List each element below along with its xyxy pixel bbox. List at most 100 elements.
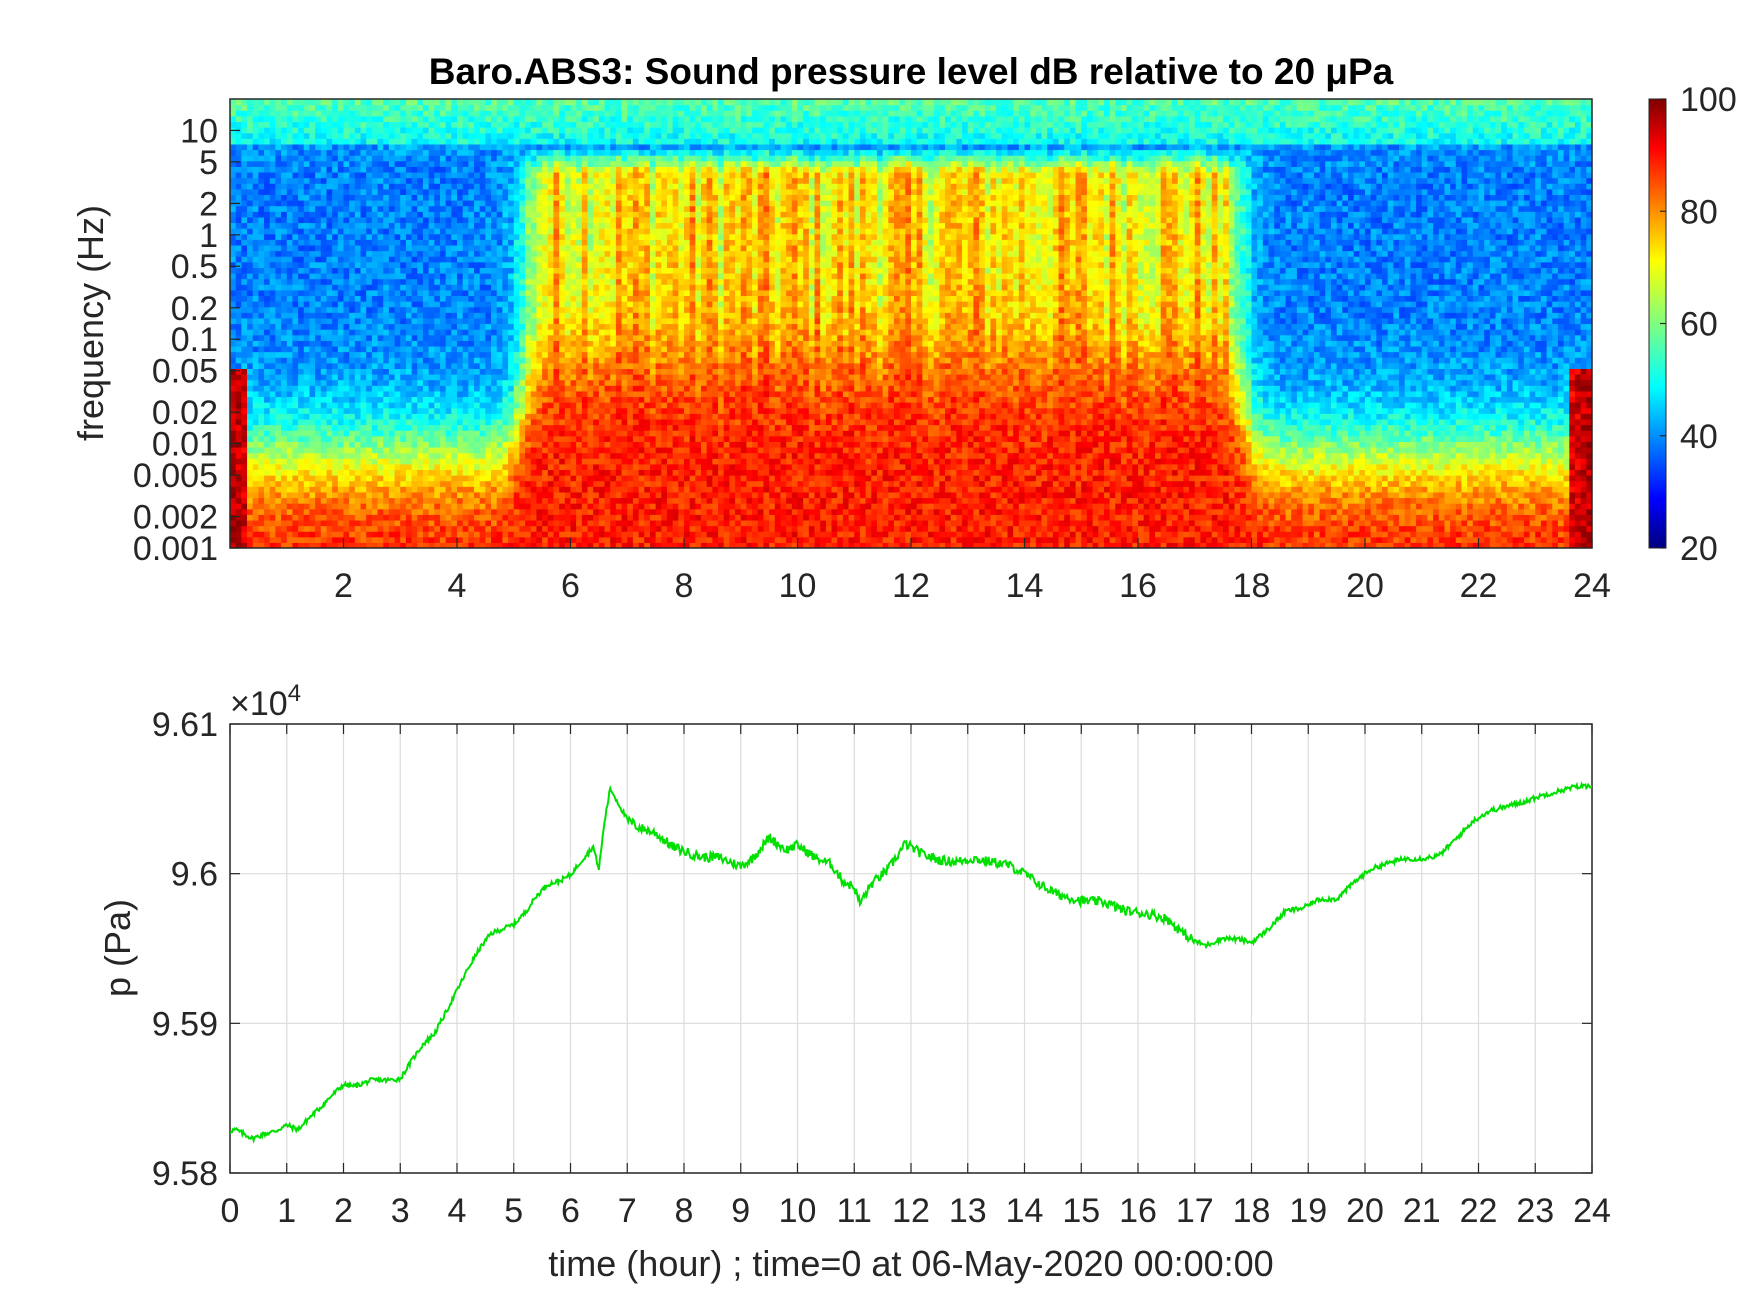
heatmap-cell [349, 374, 356, 381]
heatmap-cell [258, 188, 265, 196]
heatmap-cell [508, 407, 515, 414]
heatmap-cell [496, 183, 503, 190]
heatmap-cell [513, 183, 521, 190]
heatmap-cell [286, 430, 294, 437]
heatmap-cell [559, 272, 566, 280]
heatmap-cell [559, 475, 566, 482]
heatmap-cell [502, 272, 509, 280]
heatmap-cell [405, 334, 413, 341]
heatmap-cell [320, 222, 328, 229]
heatmap-cell [536, 435, 543, 442]
heatmap-cell [326, 441, 333, 448]
heatmap-cell [332, 250, 339, 257]
heatmap-cell [519, 413, 526, 420]
heatmap-cell [457, 424, 464, 431]
heatmap-cell [377, 216, 384, 224]
heatmap-cell [479, 233, 486, 240]
heatmap-cell [292, 345, 299, 353]
heatmap-cell [451, 177, 458, 184]
heatmap-cell [451, 503, 458, 510]
heatmap-cell [553, 317, 560, 325]
heatmap-cell [235, 446, 242, 454]
heatmap-cell [508, 171, 515, 179]
heatmap-cell [241, 374, 248, 381]
heatmap-cell [428, 446, 435, 454]
heatmap-cell [377, 542, 384, 548]
heatmap-cell [343, 424, 350, 431]
heatmap-cell [445, 385, 452, 392]
heatmap-cell [343, 396, 350, 403]
heatmap-cell [400, 306, 407, 313]
heatmap-cell [485, 171, 492, 179]
heatmap-cell [394, 312, 401, 319]
heatmap-cell [235, 407, 242, 414]
heatmap-cell [315, 110, 322, 117]
heatmap-cell [337, 272, 345, 280]
heatmap-cell [547, 418, 555, 426]
heatmap-cell [474, 160, 481, 167]
heatmap-cell [422, 329, 430, 336]
heatmap-cell [525, 536, 532, 543]
heatmap-cell [468, 306, 475, 313]
heatmap-cell [570, 272, 577, 280]
heatmap-cell [519, 228, 526, 235]
heatmap-cell [474, 267, 481, 274]
heatmap-cell [559, 155, 566, 162]
heatmap-cell [451, 396, 458, 403]
heatmap-cell [286, 368, 294, 375]
heatmap-cell [326, 284, 333, 291]
heatmap-cell [411, 99, 418, 106]
heatmap-cell [564, 368, 572, 375]
heatmap-cell [553, 340, 560, 347]
heatmap-cell [536, 491, 543, 499]
heatmap-cell [530, 340, 538, 347]
heatmap-cell [519, 463, 526, 471]
heatmap-cell [275, 115, 282, 123]
heatmap-cell [547, 334, 555, 341]
heatmap-cell [576, 171, 583, 179]
heatmap-cell [513, 497, 521, 504]
heatmap-cell [366, 138, 373, 145]
heatmap-cell [258, 194, 265, 201]
heatmap-cell [315, 99, 322, 106]
heatmap-cell [286, 216, 294, 224]
heatmap-cell [252, 340, 259, 347]
heatmap-cell [417, 233, 424, 240]
heatmap-cell [439, 441, 447, 448]
heatmap-cell [559, 278, 566, 285]
heatmap-cell [349, 272, 356, 280]
heatmap-cell [564, 446, 572, 454]
heatmap-cell [530, 155, 538, 162]
heatmap-cell [264, 519, 271, 527]
heatmap-cell [264, 385, 271, 392]
heatmap-cell [349, 200, 356, 207]
heatmap-cell [303, 340, 311, 347]
heatmap-cell [496, 323, 503, 330]
heatmap-cell [400, 351, 407, 358]
heatmap-cell [383, 127, 390, 134]
heatmap-cell [281, 284, 288, 291]
heatmap-cell [474, 508, 481, 515]
heatmap-cell [332, 188, 339, 196]
heatmap-cell [281, 323, 288, 330]
heatmap-cell [581, 357, 589, 364]
heatmap-cell [508, 368, 515, 375]
heatmap-cell [354, 295, 362, 302]
heatmap-cell [366, 115, 373, 123]
heatmap-cell [553, 396, 560, 403]
heatmap-cell [411, 177, 418, 184]
heatmap-cell [445, 244, 452, 252]
heatmap-cell [298, 480, 305, 487]
heatmap-cell [241, 301, 248, 308]
heatmap-cell [366, 334, 373, 341]
heatmap-cell [439, 514, 447, 521]
heatmap-cell [360, 99, 367, 106]
heatmap-cell [332, 430, 339, 437]
heatmap-cell [451, 278, 458, 285]
heatmap-cell [366, 250, 373, 257]
heatmap-cell [434, 295, 441, 302]
heatmap-cell [343, 430, 350, 437]
heatmap-cell [247, 272, 254, 280]
heatmap-cell [247, 278, 254, 285]
heatmap-cell [417, 345, 424, 353]
